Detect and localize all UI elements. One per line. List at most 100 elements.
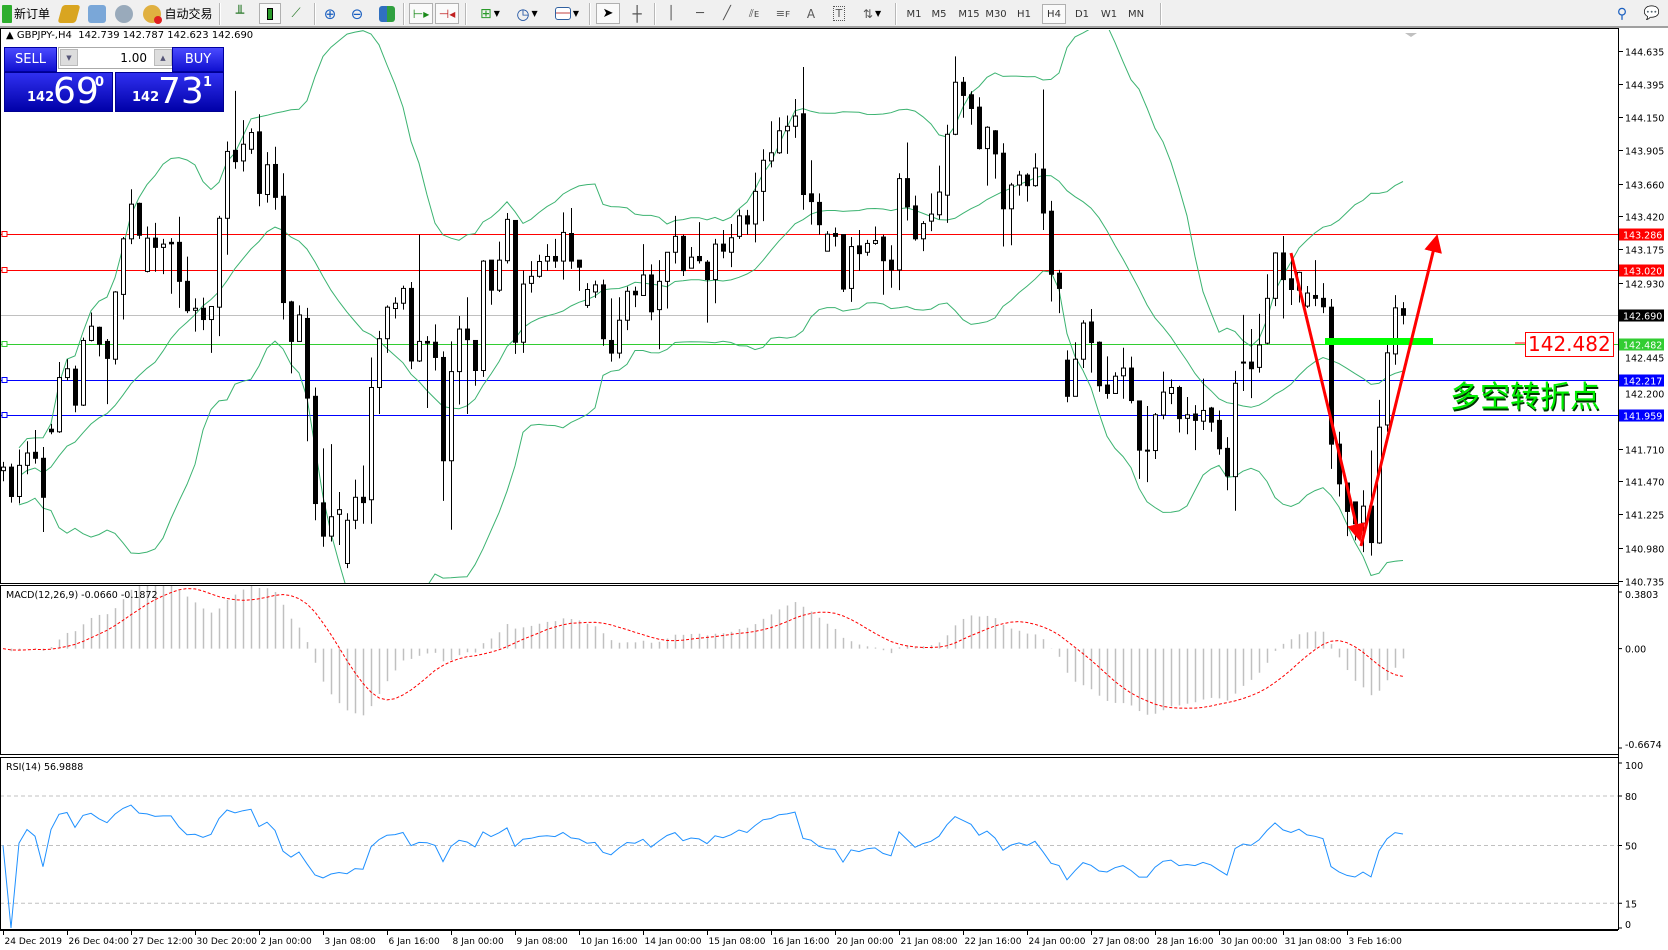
- bear-candle-body: [1025, 174, 1030, 187]
- arrows-button[interactable]: ⇅ ▼: [855, 3, 889, 24]
- chart-shift-button[interactable]: ⊣◂: [435, 3, 459, 24]
- symbol-info: ▲ GBPJPY-,H4 142.739 142.787 142.623 142…: [6, 30, 253, 41]
- fibonacci-button[interactable]: ≡ꜰ: [772, 3, 794, 24]
- level-handle[interactable]: [1, 341, 8, 347]
- candlestick-button[interactable]: [259, 3, 281, 24]
- candle: [801, 67, 806, 210]
- candle: [361, 465, 366, 524]
- timeframe-m15[interactable]: M15: [958, 8, 980, 20]
- indicators-button[interactable]: ⊞ ▼: [474, 3, 506, 24]
- level-handle[interactable]: [1, 267, 8, 273]
- time-tick-label: 15 Jan 08:00: [709, 937, 766, 947]
- candle: [1401, 302, 1406, 325]
- timeframe-mn[interactable]: MN: [1127, 8, 1145, 20]
- text-button[interactable]: A: [800, 3, 822, 24]
- level-handle[interactable]: [1, 377, 8, 383]
- timeframe-w1[interactable]: W1: [1100, 8, 1118, 20]
- candle: [1137, 400, 1142, 479]
- sell-button[interactable]: SELL: [4, 47, 57, 72]
- sell-price[interactable]: 142 69 0: [4, 71, 113, 112]
- annotations[interactable]: [1289, 33, 1525, 547]
- timeframe-h1[interactable]: H1: [1017, 8, 1031, 20]
- candle: [841, 234, 846, 292]
- vertical-line-button[interactable]: │: [660, 3, 682, 24]
- bear-candle-body: [441, 356, 446, 462]
- price-tick-label: 141.470: [1625, 478, 1664, 489]
- bull-candle-body: [545, 255, 550, 262]
- down-arrow[interactable]: [1289, 252, 1365, 542]
- rsi-label: RSI(14) 56.9888: [6, 762, 83, 773]
- bear-candle-body: [1041, 168, 1046, 214]
- bull-candle-body: [769, 152, 774, 162]
- crosshair-button[interactable]: ┼: [626, 3, 648, 24]
- bear-candle-body: [1065, 359, 1070, 397]
- auto-scroll-button[interactable]: ⊢▸: [409, 3, 433, 24]
- timeframe-m30[interactable]: M30: [985, 8, 1007, 20]
- text-label-button[interactable]: T: [828, 3, 850, 24]
- search-button[interactable]: ⚲: [1612, 3, 1632, 24]
- new-order-button[interactable]: 新订单: [0, 3, 52, 24]
- candle: [121, 237, 126, 320]
- candle: [1281, 235, 1286, 319]
- periodicity-button[interactable]: ◷ ▼: [511, 3, 543, 24]
- candle: [889, 245, 894, 288]
- buy-button[interactable]: BUY: [172, 47, 224, 72]
- pivot-price-label[interactable]: 142.482: [1525, 332, 1614, 357]
- timeframe-d1[interactable]: D1: [1074, 8, 1090, 20]
- zoom-out-button[interactable]: ⊖: [346, 3, 368, 24]
- level-handle[interactable]: [1, 412, 8, 418]
- bull-candle-body: [297, 314, 302, 342]
- candle: [849, 237, 854, 302]
- candle: [1225, 437, 1230, 491]
- price-axis: 144.635 144.395 144.150 143.905 143.660 143.4…: [1618, 28, 1664, 930]
- candle: [833, 227, 838, 247]
- candle: [145, 226, 150, 273]
- up-arrow[interactable]: [1359, 234, 1442, 547]
- rsi-plot: [1, 795, 1618, 929]
- bull-candle-body: [937, 191, 942, 216]
- pivot-text-label[interactable]: 多空转折点: [1450, 380, 1600, 415]
- level-label: 142.217: [1623, 377, 1662, 388]
- chat-button[interactable]: 💬: [1640, 3, 1664, 24]
- lot-decrease-button[interactable]: ▼: [60, 49, 78, 66]
- signals-button[interactable]: [113, 3, 135, 24]
- chart-shift-marker-icon[interactable]: [1405, 33, 1417, 37]
- trendline-button[interactable]: ╱: [716, 3, 738, 24]
- timeframe-h4[interactable]: H4: [1042, 4, 1066, 24]
- timeframe-m1[interactable]: M1: [906, 8, 922, 20]
- candle: [1025, 173, 1030, 202]
- bear-candle-body: [913, 205, 918, 240]
- collapse-triangle-icon[interactable]: ▲: [6, 30, 17, 41]
- bull-candle-body: [225, 150, 230, 219]
- bull-candle-body: [1257, 344, 1262, 368]
- main-pane[interactable]: [0, 28, 1619, 584]
- auto-trading-button[interactable]: 自动交易: [141, 3, 215, 24]
- bar-chart-button[interactable]: ╨: [229, 3, 251, 24]
- tile-windows-button[interactable]: [376, 3, 398, 24]
- cursor-button[interactable]: ➤: [596, 3, 620, 24]
- lot-increase-button[interactable]: ▲: [154, 49, 172, 66]
- level-handle[interactable]: [1, 231, 8, 237]
- lot-size-input[interactable]: 1.00: [58, 47, 174, 69]
- time-tick-label: 26 Dec 04:00: [69, 937, 130, 947]
- pivot-zone-bar[interactable]: [1325, 338, 1433, 345]
- bull-candle-body: [873, 240, 878, 244]
- equidistant-channel-button[interactable]: ⫽ᴇ: [743, 3, 765, 24]
- bear-candle-body: [745, 215, 750, 225]
- buy-price[interactable]: 142 73 1: [115, 71, 224, 112]
- templates-button[interactable]: ▼: [550, 3, 584, 24]
- bull-candle-body: [521, 283, 526, 343]
- vertical-line-icon: │: [667, 6, 675, 21]
- bull-candle-body: [369, 386, 374, 501]
- sell-price-fraction: 0: [95, 75, 105, 90]
- terminal-button[interactable]: [86, 3, 108, 24]
- zoom-in-button[interactable]: ⊕: [319, 3, 341, 24]
- candle: [593, 280, 598, 298]
- line-chart-button[interactable]: ⟋: [285, 3, 307, 24]
- bull-candle-body: [1393, 307, 1398, 355]
- horizontal-line-button[interactable]: ─: [689, 3, 711, 24]
- bear-candle-body: [697, 255, 702, 262]
- candle: [1209, 406, 1214, 432]
- timeframe-m5[interactable]: M5: [931, 8, 947, 20]
